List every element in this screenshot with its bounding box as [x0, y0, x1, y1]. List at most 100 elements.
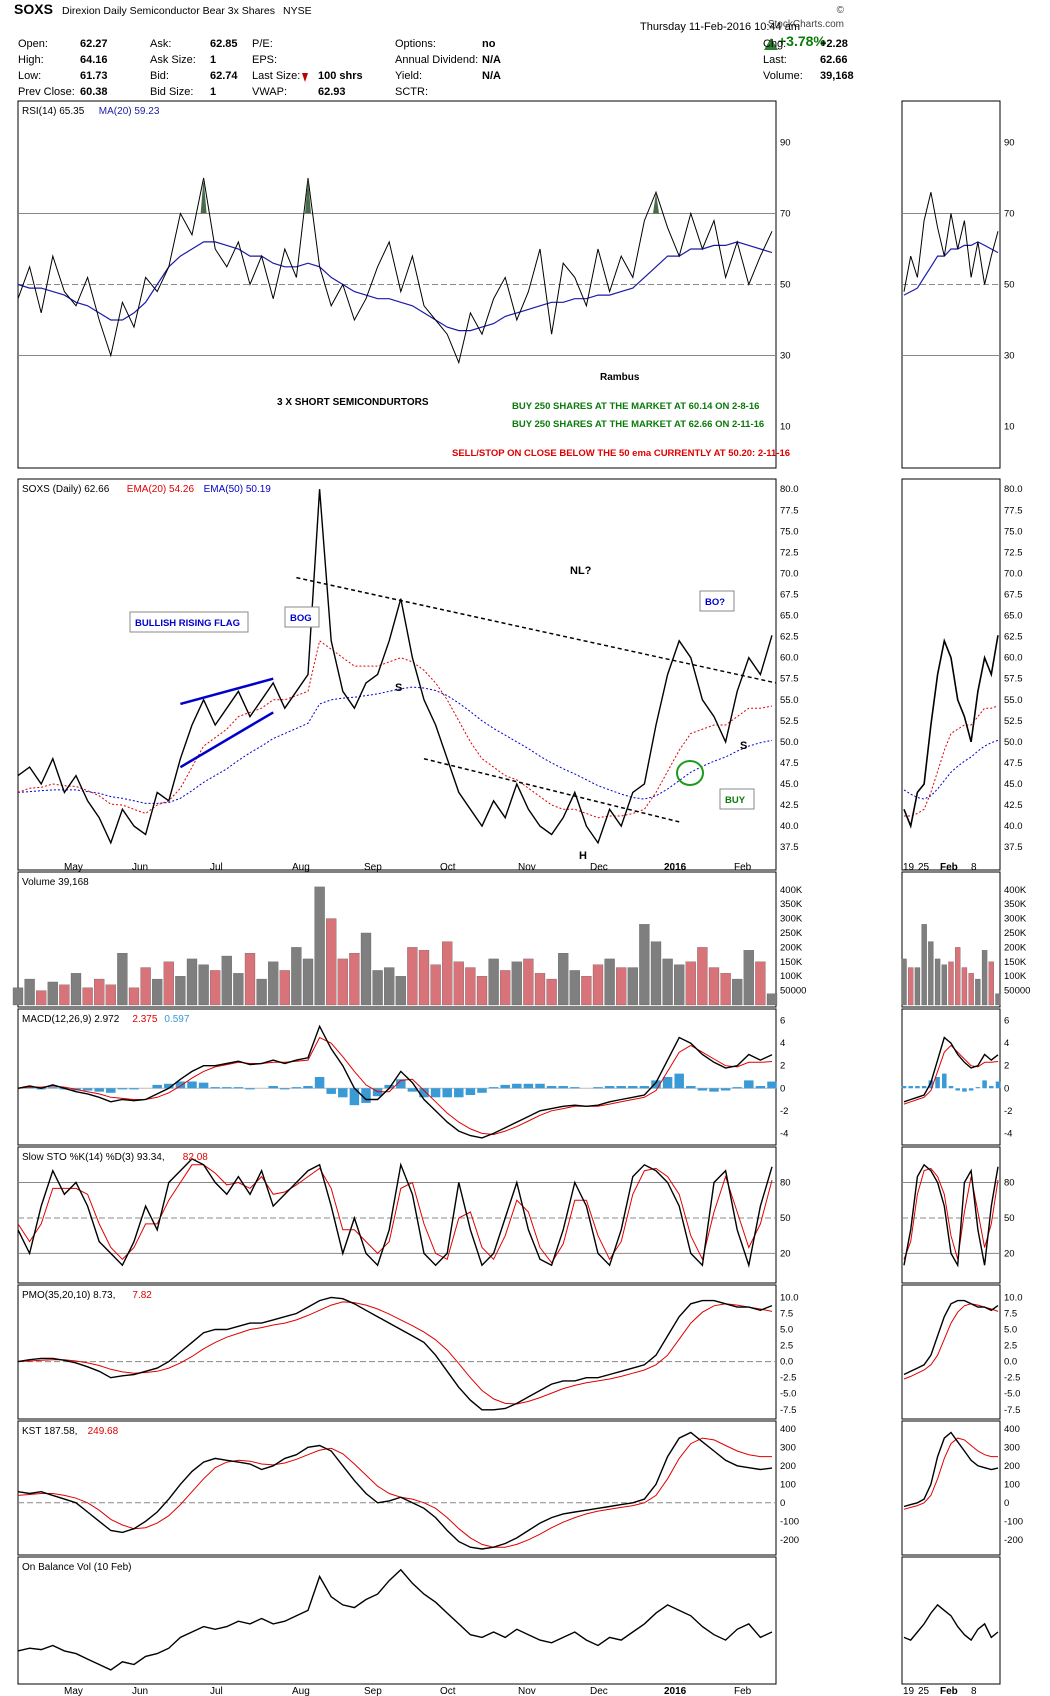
change-percent: +3.78% [778, 33, 826, 49]
volume-bar [569, 970, 580, 1006]
mini-y-tick-label: -100 [1004, 1516, 1023, 1527]
legend-text: Slow STO %K(14) %D(3) 93.34, [22, 1152, 165, 1163]
mini-macd-histogram-bar [995, 1081, 1001, 1089]
macd-histogram-bar [303, 1086, 313, 1089]
quote-label: Bid: [150, 70, 169, 82]
mini-y-tick-label: -2.5 [1004, 1373, 1020, 1384]
quote-label: Options: [395, 38, 436, 50]
macd-histogram-bar [407, 1088, 418, 1092]
volume-bar [639, 924, 650, 1006]
volume-bar [720, 973, 731, 1006]
left-shoulder-label: S [395, 682, 402, 694]
y-tick-label: 0.0 [780, 1357, 793, 1368]
legend-text: MACD(12,26,9) 2.972 [22, 1014, 120, 1025]
y-tick-label: 65.0 [780, 611, 799, 622]
macd-histogram-bar [430, 1088, 441, 1098]
volume-bar [244, 952, 256, 1006]
mini-y-tick-label: 4 [1004, 1038, 1009, 1049]
y-tick-label: 67.5 [780, 589, 799, 600]
macd-histogram-bar [651, 1080, 661, 1089]
kst-line [17, 1431, 773, 1550]
mini-panel-frame [901, 1008, 1001, 1146]
y-tick-label: 30 [780, 351, 791, 362]
x-tick-label: 2016 [664, 1686, 687, 1696]
volume-bar [105, 984, 116, 1006]
y-tick-label: 45.0 [780, 779, 799, 790]
y-tick-label: 80 [780, 1178, 791, 1189]
macd-histogram-bar [744, 1080, 754, 1089]
mini-x-tick-label: 25 [918, 862, 930, 873]
quote-label: Volume: [763, 70, 803, 82]
macd-histogram-bar [164, 1083, 174, 1089]
quote-value: N/A [482, 54, 501, 66]
volume-bar [546, 978, 557, 1006]
macd-histogram-bar [512, 1083, 522, 1089]
x-tick-label: Sep [364, 862, 382, 873]
macd-histogram-bar [454, 1088, 464, 1098]
mini-price-line [903, 635, 999, 829]
buy-callout-box [719, 788, 755, 810]
panel-frame [17, 1284, 777, 1420]
mini-rsi-line [903, 192, 999, 292]
y-tick-label: 6 [780, 1016, 785, 1027]
macd-histogram-bar [500, 1084, 510, 1089]
x-tick-label: Jul [210, 862, 223, 873]
macd-histogram-bar [117, 1088, 128, 1090]
mini-y-tick-label: 10 [1004, 422, 1015, 433]
macd-histogram-bar [419, 1088, 429, 1098]
legend-text: KST 187.58, [22, 1426, 77, 1437]
legend-text: 0.597 [164, 1014, 189, 1025]
mini-y-tick-label: 150K [1004, 957, 1027, 968]
x-tick-label: Jun [132, 862, 148, 873]
mini-y-tick-label: 50000 [1004, 986, 1030, 997]
mini-y-tick-label: 50.0 [1004, 737, 1023, 748]
y-tick-label: 40.0 [780, 821, 799, 832]
symbol-ticker: SOXS [14, 1, 53, 17]
bo-callout: BO? [705, 597, 725, 608]
macd-line [17, 1024, 773, 1139]
mini-y-tick-label: 250K [1004, 928, 1027, 939]
y-tick-label: 0 [780, 1083, 785, 1094]
volume-bar [616, 967, 627, 1006]
mini-y-tick-label: -7.5 [1004, 1405, 1020, 1416]
y-tick-label: 400K [780, 885, 803, 896]
y-tick-label: 80.0 [780, 484, 799, 495]
x-tick-label: Sep [364, 1686, 382, 1696]
mini-kst-line [903, 1431, 999, 1508]
mini-y-tick-label: 72.5 [1004, 547, 1023, 558]
mini-y-tick-label: 37.5 [1004, 842, 1023, 853]
macd-histogram-bar [767, 1081, 777, 1089]
y-tick-label: 57.5 [780, 674, 799, 685]
macd-histogram-bar [349, 1088, 360, 1106]
quote-label: Low: [18, 70, 42, 82]
volume-bar [674, 964, 685, 1006]
price-line [17, 489, 773, 845]
mini-y-tick-label: 90 [1004, 138, 1015, 149]
y-tick-label: 52.5 [780, 716, 799, 727]
macd-histogram-bar [523, 1083, 534, 1089]
macd-histogram-bar [338, 1088, 348, 1098]
macd-histogram-bar [48, 1087, 58, 1089]
mini-y-tick-label: 40.0 [1004, 821, 1023, 832]
mini-y-tick-label: 47.5 [1004, 758, 1023, 769]
macd-histogram-bar [662, 1077, 673, 1089]
y-tick-label: 10.0 [780, 1292, 799, 1303]
mini-volume-bar [941, 964, 947, 1006]
volume-bar [511, 961, 522, 1006]
quote-value: 100 shrs [318, 70, 363, 82]
macd-histogram-bar [222, 1087, 232, 1089]
volume-bar [592, 964, 604, 1006]
mini-y-tick-label: 60.0 [1004, 653, 1023, 664]
quote-value: +2.28 [820, 38, 848, 50]
rambus-label: Rambus [600, 372, 640, 383]
macd-histogram-bar [570, 1087, 580, 1089]
mini-ema50-line [903, 739, 999, 800]
macd-histogram-bar [24, 1087, 35, 1089]
y-tick-label: 60.0 [780, 653, 799, 664]
volume-bar [488, 958, 499, 1006]
kst-signal-line [17, 1437, 772, 1548]
mini-y-tick-label: -2 [1004, 1106, 1012, 1117]
macd-histogram-bar [82, 1088, 93, 1091]
x-tick-label: Nov [518, 1686, 536, 1696]
macd-histogram-bar [442, 1088, 452, 1098]
